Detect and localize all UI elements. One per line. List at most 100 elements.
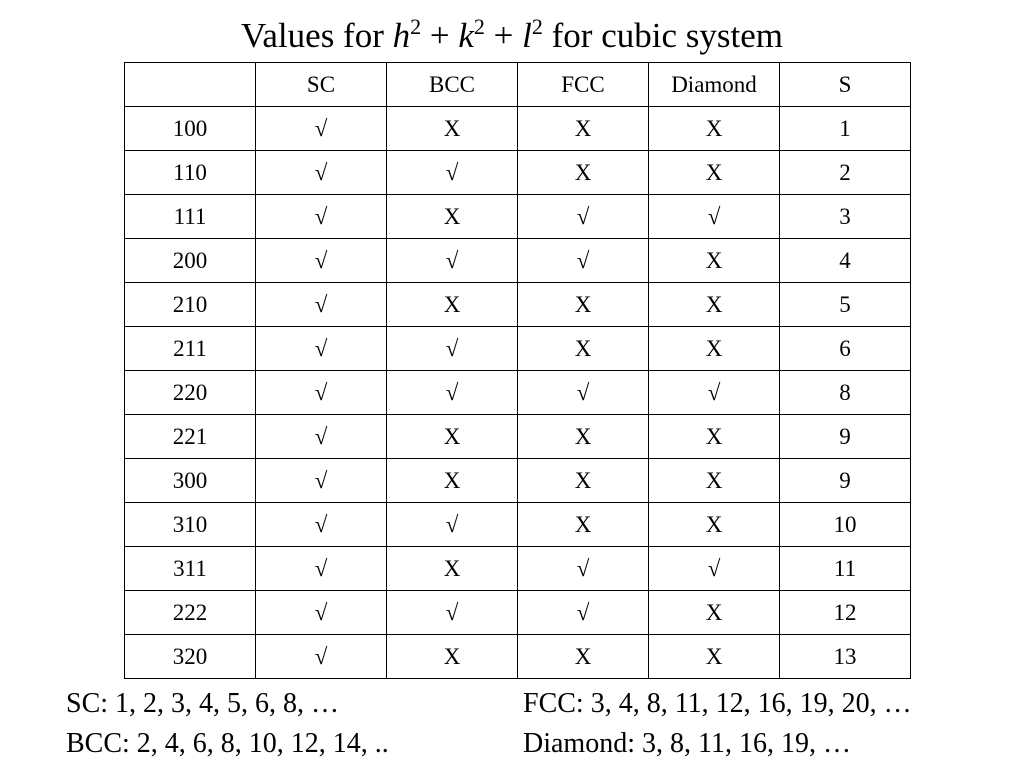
row-label: 111 (124, 194, 256, 239)
cell: √ (255, 238, 387, 283)
cell: X (517, 634, 649, 679)
table-row: 300 √ X X X 9 (124, 458, 911, 503)
cell: X (386, 634, 518, 679)
cell: √ (517, 546, 649, 591)
table-row: 311 √ X √ √ 11 (124, 546, 911, 591)
cell: √ (255, 502, 387, 547)
cell: X (648, 634, 780, 679)
cell: X (386, 282, 518, 327)
row-label: 220 (124, 370, 256, 415)
cell: X (386, 106, 518, 151)
cell: √ (648, 546, 780, 591)
cell: 9 (779, 414, 911, 459)
table-row: 111 √ X √ √ 3 (124, 194, 911, 239)
title: Values for h2 + k2 + l2 for cubic system (0, 14, 1024, 58)
cell: √ (517, 238, 649, 283)
title-var: l (522, 16, 532, 55)
cell: √ (255, 590, 387, 635)
table-row: 100 √ X X X 1 (124, 106, 911, 151)
cell: √ (386, 238, 518, 283)
cell: √ (255, 282, 387, 327)
title-text: + (484, 16, 523, 55)
title-text: + (421, 16, 459, 55)
cell: √ (386, 150, 518, 195)
cell: X (648, 282, 780, 327)
row-label: 211 (124, 326, 256, 371)
cell: √ (386, 590, 518, 635)
cell: X (648, 106, 780, 151)
cell: X (648, 414, 780, 459)
cell: X (517, 282, 649, 327)
cell: 3 (779, 194, 911, 239)
table-row: 320 √ X X X 13 (124, 634, 911, 679)
cell: X (386, 194, 518, 239)
cell: √ (255, 414, 387, 459)
cell: √ (386, 370, 518, 415)
cell: √ (648, 370, 780, 415)
table-row: 211 √ √ X X 6 (124, 326, 911, 371)
row-label: 100 (124, 106, 256, 151)
title-exp: 2 (473, 14, 485, 39)
table-row: 220 √ √ √ √ 8 (124, 370, 911, 415)
row-label: 200 (124, 238, 256, 283)
cell: √ (255, 194, 387, 239)
row-label: 221 (124, 414, 256, 459)
cell: X (386, 458, 518, 503)
cell: √ (386, 502, 518, 547)
cell: 1 (779, 106, 911, 151)
cell: √ (255, 546, 387, 591)
table-row: 222 √ √ √ X 12 (124, 590, 911, 635)
title-exp: 2 (531, 14, 543, 39)
table-row: 310 √ √ X X 10 (124, 502, 911, 547)
cell: X (386, 414, 518, 459)
cell: 12 (779, 590, 911, 635)
cell: X (648, 458, 780, 503)
note: BCC: 2, 4, 6, 8, 10, 12, 14, .. (66, 728, 389, 759)
cell: 9 (779, 458, 911, 503)
cell: X (517, 106, 649, 151)
cell: 10 (779, 502, 911, 547)
cell: √ (517, 194, 649, 239)
cell: 11 (779, 546, 911, 591)
cell: X (517, 414, 649, 459)
cell: 13 (779, 634, 911, 679)
table: SC BCC FCC Diamond S 100 √ X X X 1 110 √ √ X X 2 111 √ X √ √ 3… (124, 62, 911, 679)
note: FCC: 3, 4, 8, 11, 12, 16, 19, 20, … (523, 688, 912, 719)
cell: 6 (779, 326, 911, 371)
header-row: SC BCC FCC Diamond S (124, 62, 911, 107)
cell: √ (517, 590, 649, 635)
title-exp: 2 (410, 14, 422, 39)
cell: √ (648, 194, 780, 239)
table-row: 221 √ X X X 9 (124, 414, 911, 459)
title-text: for cubic system (542, 16, 783, 55)
cell: X (648, 326, 780, 371)
row-label: 310 (124, 502, 256, 547)
header-cell: FCC (517, 62, 649, 107)
cell: X (648, 502, 780, 547)
note: Diamond: 3, 8, 11, 16, 19, … (523, 728, 851, 759)
header-cell: S (779, 62, 911, 107)
cell: √ (386, 326, 518, 371)
cell: √ (255, 370, 387, 415)
cell: X (648, 590, 780, 635)
cell: √ (255, 326, 387, 371)
header-cell: Diamond (648, 62, 780, 107)
row-label: 311 (124, 546, 256, 591)
row-label: 222 (124, 590, 256, 635)
row-label: 320 (124, 634, 256, 679)
title-text: Values for (241, 16, 393, 55)
cell: √ (255, 458, 387, 503)
cell: X (517, 458, 649, 503)
note: SC: 1, 2, 3, 4, 5, 6, 8, … (66, 688, 340, 719)
table-row: 200 √ √ √ X 4 (124, 238, 911, 283)
table-row: 210 √ X X X 5 (124, 282, 911, 327)
cell: X (517, 150, 649, 195)
header-cell: BCC (386, 62, 518, 107)
title-var: k (458, 16, 474, 55)
cell: 8 (779, 370, 911, 415)
cell: X (517, 502, 649, 547)
cell: √ (255, 106, 387, 151)
row-label: 210 (124, 282, 256, 327)
row-label: 300 (124, 458, 256, 503)
